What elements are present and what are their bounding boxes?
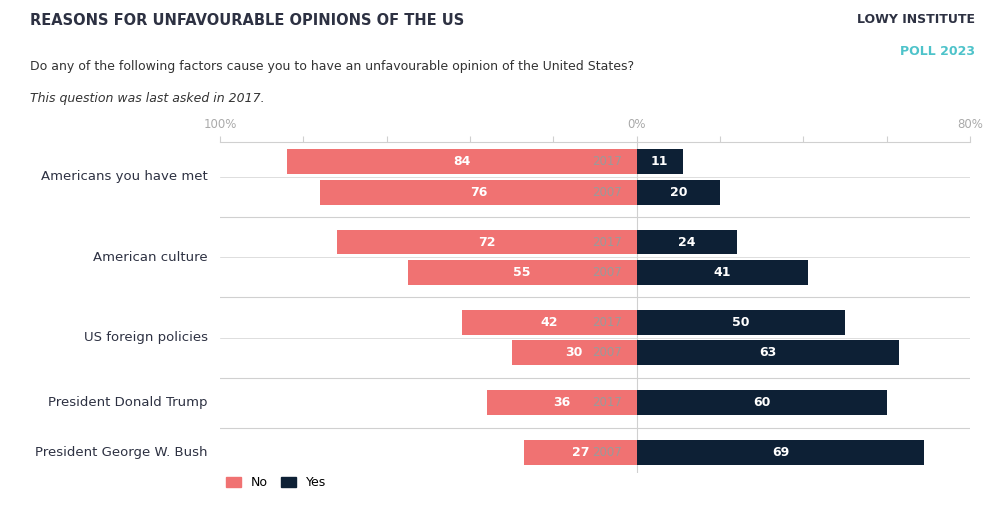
Text: 36: 36 bbox=[553, 396, 570, 409]
Text: POLL 2023: POLL 2023 bbox=[900, 45, 975, 58]
Text: 41: 41 bbox=[713, 266, 731, 279]
Bar bbox=[320, 180, 637, 205]
Text: 11: 11 bbox=[651, 155, 668, 168]
Bar bbox=[512, 340, 637, 365]
Text: Americans you have met: Americans you have met bbox=[41, 171, 208, 183]
Text: 2007: 2007 bbox=[592, 446, 622, 459]
Text: 30: 30 bbox=[565, 346, 583, 359]
Text: 84: 84 bbox=[453, 155, 470, 168]
Text: 20: 20 bbox=[670, 186, 687, 198]
Text: 2007: 2007 bbox=[592, 346, 622, 359]
Bar bbox=[637, 229, 737, 255]
Bar bbox=[337, 229, 637, 255]
Legend: No, Yes: No, Yes bbox=[226, 476, 326, 489]
Text: LOWY INSTITUTE: LOWY INSTITUTE bbox=[857, 13, 975, 26]
Text: 27: 27 bbox=[572, 446, 589, 459]
Text: 2007: 2007 bbox=[592, 186, 622, 198]
Text: 60: 60 bbox=[753, 396, 770, 409]
Text: 2017: 2017 bbox=[592, 236, 622, 248]
Text: 55: 55 bbox=[513, 266, 531, 279]
Text: 50: 50 bbox=[732, 316, 750, 329]
Bar bbox=[637, 149, 683, 174]
Text: President George W. Bush: President George W. Bush bbox=[35, 446, 208, 459]
Text: US foreign policies: US foreign policies bbox=[84, 331, 208, 344]
Text: American culture: American culture bbox=[93, 251, 208, 264]
Bar bbox=[637, 340, 899, 365]
Text: This question was last asked in 2017.: This question was last asked in 2017. bbox=[30, 92, 265, 105]
Text: 69: 69 bbox=[772, 446, 789, 459]
Text: 2017: 2017 bbox=[592, 155, 622, 168]
Bar bbox=[637, 310, 845, 335]
Text: 2017: 2017 bbox=[592, 396, 622, 409]
Text: REASONS FOR UNFAVOURABLE OPINIONS OF THE US: REASONS FOR UNFAVOURABLE OPINIONS OF THE… bbox=[30, 13, 464, 28]
Text: 76: 76 bbox=[470, 186, 487, 198]
Text: 2017: 2017 bbox=[592, 316, 622, 329]
Bar bbox=[637, 390, 887, 415]
Bar bbox=[408, 260, 637, 285]
Text: 24: 24 bbox=[678, 236, 695, 248]
Bar bbox=[637, 440, 924, 465]
Text: 2007: 2007 bbox=[592, 266, 622, 279]
Text: Do any of the following factors cause you to have an unfavourable opinion of the: Do any of the following factors cause yo… bbox=[30, 60, 634, 74]
Text: 72: 72 bbox=[478, 236, 495, 248]
Bar bbox=[524, 440, 637, 465]
Bar bbox=[462, 310, 637, 335]
Bar bbox=[487, 390, 637, 415]
Text: 42: 42 bbox=[540, 316, 558, 329]
Bar bbox=[637, 260, 808, 285]
Text: President Donald Trump: President Donald Trump bbox=[48, 396, 208, 409]
Text: 63: 63 bbox=[759, 346, 777, 359]
Bar bbox=[287, 149, 637, 174]
Bar bbox=[637, 180, 720, 205]
